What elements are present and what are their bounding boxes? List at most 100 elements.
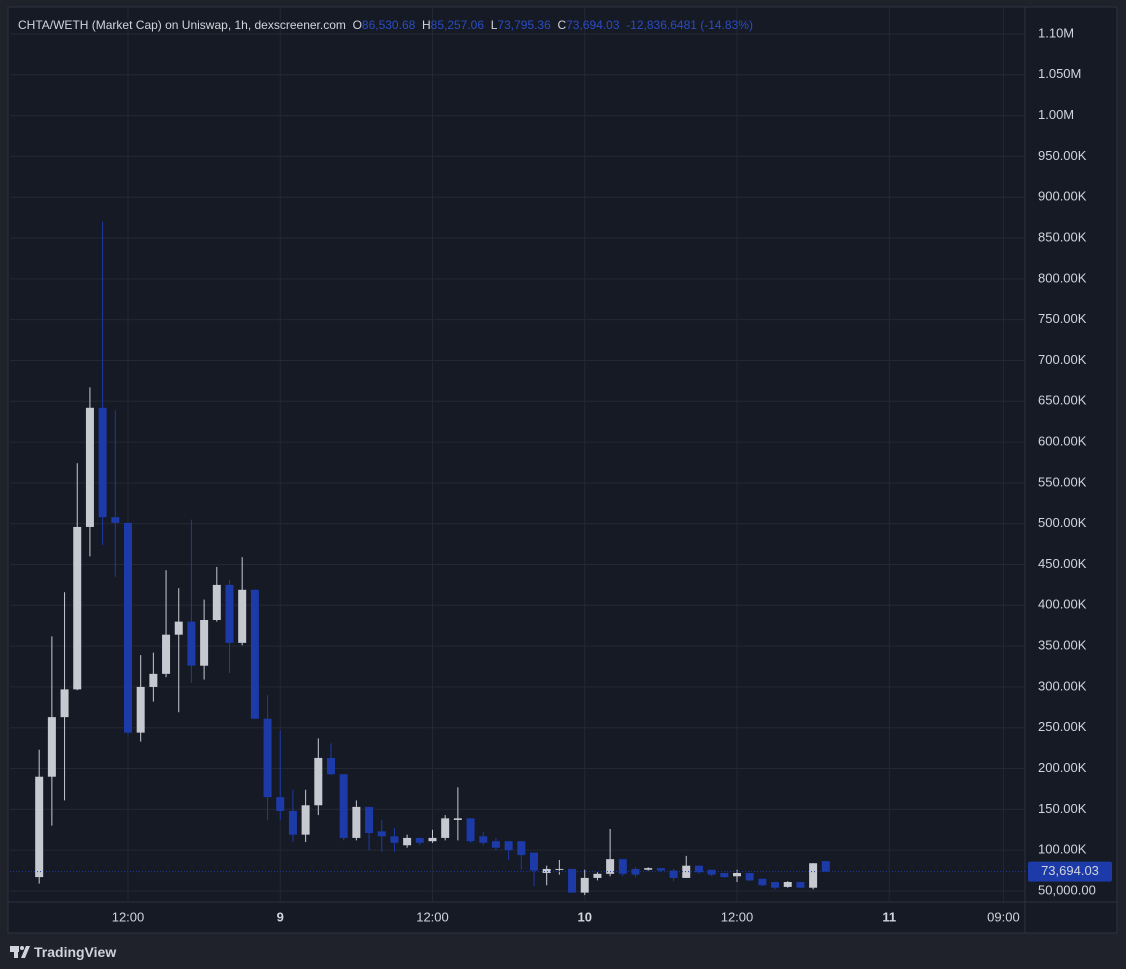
candle-body [720,873,729,878]
y-tick-label: 1.10M [1038,25,1074,40]
candle-body [606,859,615,874]
candle-body [225,584,234,643]
legend-value: 86,530.68 [361,18,416,32]
chart-frame [7,6,1118,934]
legend-label: O [352,18,362,32]
candle-body [263,718,272,798]
candle-body [60,689,69,718]
y-tick-label: 650.00K [1038,393,1087,408]
legend-title: CHTA/WETH (Market Cap) on Uniswap, 1h, d… [18,18,346,32]
candle-body [365,806,374,834]
candle-body [669,870,678,878]
last-price-label: 73,694.03 [1041,863,1099,878]
candle-body [174,621,183,635]
candle-body [732,873,741,877]
candle-body [529,852,538,871]
y-tick-label: 850.00K [1038,229,1087,244]
candle-body [491,841,500,848]
candle-body [162,634,171,674]
x-tick-label: 10 [578,909,592,924]
candle-body [47,717,56,777]
candle-body [238,589,247,643]
candle-body [212,584,221,620]
y-tick-label: 300.00K [1038,678,1087,693]
y-tick-label: 1.050M [1038,66,1081,81]
y-tick-label: 350.00K [1038,638,1087,653]
candle-body [415,837,424,843]
y-tick-label: 950.00K [1038,148,1087,163]
candle-body [200,619,209,666]
candle-body [745,873,754,881]
y-tick-label: 100.00K [1038,842,1087,857]
candle-body [707,869,716,875]
last-price-box [1028,861,1112,882]
candle-body [568,868,577,893]
y-tick-label: 750.00K [1038,311,1087,326]
y-tick-label: 400.00K [1038,597,1087,612]
candle-body [783,882,792,887]
candle-body [428,837,437,842]
y-tick-label: 200.00K [1038,760,1087,775]
candle-body [453,818,462,820]
legend-value: 73,795.36 [497,18,551,32]
candle-body [377,831,386,837]
x-tick-label: 11 [882,909,896,924]
candle-body [466,818,475,842]
tv-logo [10,946,30,958]
y-tick-label: 50,000.00 [1038,882,1096,897]
candle-body [618,859,627,874]
candle-body [821,861,830,872]
y-tick-label: 700.00K [1038,352,1087,367]
candle-body [276,797,285,811]
candle-body [35,776,44,878]
candle-body [656,868,665,871]
candle-body [593,873,602,878]
candle-body [504,841,513,851]
candle-body [809,863,818,888]
y-tick-label: 450.00K [1038,556,1087,571]
candle-body [517,841,526,856]
candle-body [73,526,82,690]
candle-body [136,686,145,733]
candle-body [301,805,310,835]
x-tick-label: 12:00 [112,909,145,924]
candle-body [694,865,703,873]
candle-body [580,877,589,893]
candle-body [555,868,564,870]
footer-brand[interactable]: TradingView [34,944,117,960]
candle-body [314,757,323,806]
y-tick-label: 550.00K [1038,474,1087,489]
candle-body [111,517,120,523]
legend-label: H [421,18,431,32]
candle-body [441,818,450,838]
y-tick-label: 250.00K [1038,719,1087,734]
candle-body [644,868,653,870]
candle-body [631,868,640,875]
candle-body [758,878,767,886]
y-tick-label: 800.00K [1038,270,1087,285]
candle-body [85,407,94,527]
candle-body [123,522,132,733]
candle-body [403,837,412,846]
x-tick-label: 9 [277,909,284,924]
candle-body [352,806,361,838]
legend-label: L [490,18,498,32]
y-tick-label: 500.00K [1038,515,1087,530]
candle-body [771,882,780,888]
legend-value: 73,694.03 [566,18,620,32]
y-tick-label: 1.00M [1038,107,1074,122]
y-tick-label: 600.00K [1038,434,1087,449]
y-tick-label: 150.00K [1038,801,1087,816]
x-tick-label: 12:00 [416,909,449,924]
candle-body [326,757,335,775]
legend-change: -12,836.6481 (-14.83%) [626,18,753,32]
legend-label: C [557,18,567,32]
candle-body [542,868,551,874]
candle-body [288,810,297,835]
candle-body [390,836,399,843]
x-tick-label: 12:00 [721,909,754,924]
candle-body [250,589,259,719]
candle-body [796,882,805,888]
candle-body [149,673,158,687]
